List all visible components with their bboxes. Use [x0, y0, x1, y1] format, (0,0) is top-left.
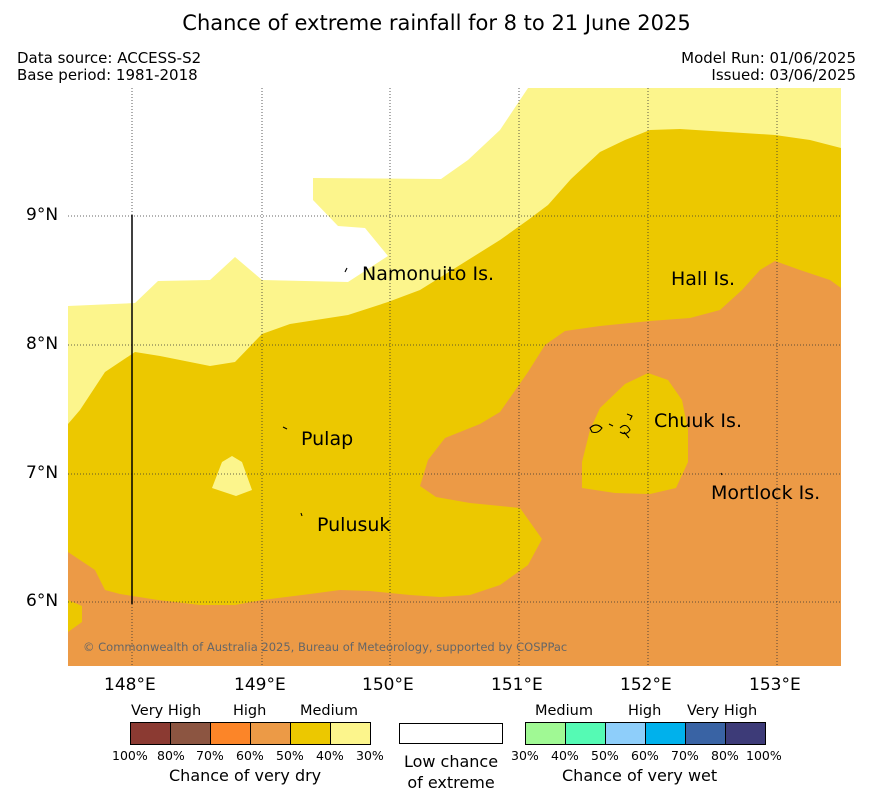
- dry-colorbar: [130, 722, 371, 745]
- islands: [282, 267, 723, 517]
- place-label-pulap: Pulap: [301, 428, 354, 450]
- dry-swatch-70-80: [170, 722, 211, 745]
- region-dry-40-50-edge: [68, 600, 82, 632]
- wet-colorbar: [525, 722, 766, 745]
- lat-label-6n: 6°N: [26, 591, 59, 611]
- place-label-mortlock: Mortlock Is.: [711, 482, 821, 504]
- dry-band-very-high: Very High: [131, 703, 202, 719]
- dry-pct-80: 80%: [157, 748, 185, 763]
- wet-band-medium: Medium: [535, 703, 593, 719]
- island-mortlock: [720, 472, 723, 476]
- wet-pct-50: 50%: [591, 748, 619, 763]
- wet-band-high: High: [628, 703, 662, 719]
- place-label-namonuito: Namonuito Is.: [362, 263, 495, 285]
- place-label-chuuk: Chuuk Is.: [654, 410, 742, 432]
- dry-pct-50: 50%: [276, 748, 304, 763]
- region-dry-40-50-chuuk: [582, 373, 688, 494]
- lon-label-153e: 153°E: [749, 675, 801, 695]
- dry-pct-100: 100%: [112, 748, 148, 763]
- wet-swatch-70-80: [685, 722, 726, 745]
- island-namonuito: [344, 267, 348, 273]
- island-pulusuk: [300, 512, 303, 517]
- lat-label-9n: 9°N: [26, 205, 59, 225]
- dry-legend-title: Chance of very dry: [169, 766, 322, 785]
- copyright-notice: © Commonwealth of Australia 2025, Bureau…: [83, 640, 568, 654]
- dry-pct-30: 30%: [356, 748, 384, 763]
- region-dry-30-40-patch: [212, 456, 252, 496]
- dry-band-high: High: [233, 703, 267, 719]
- wet-band-very-high: Very High: [687, 703, 758, 719]
- low-chance-swatch: [399, 723, 503, 744]
- wet-pct-80: 80%: [711, 748, 739, 763]
- lon-label-149e: 149°E: [234, 675, 286, 695]
- dry-swatch-40-50: [290, 722, 331, 745]
- chart-title: Chance of extreme rainfall for 8 to 21 J…: [182, 11, 691, 35]
- island-pulap: [282, 426, 288, 430]
- island-chuuk: [589, 413, 633, 439]
- wet-pct-60: 60%: [631, 748, 659, 763]
- lon-label-150e: 150°E: [362, 675, 414, 695]
- data-source: Data source: ACCESS-S2: [17, 49, 202, 67]
- wet-swatch-50-60: [605, 722, 646, 745]
- issued-date: Issued: 03/06/2025: [711, 66, 856, 84]
- wet-swatch-80-100: [725, 722, 766, 745]
- dry-pct-40: 40%: [316, 748, 344, 763]
- meta-right: Model Run: 01/06/2025 Issued: 03/06/2025: [681, 50, 856, 84]
- wet-pct-100: 100%: [746, 748, 782, 763]
- low-chance-line1: Low chance: [403, 752, 499, 771]
- lon-label-152e: 152°E: [620, 675, 672, 695]
- lat-label-8n: 8°N: [26, 334, 59, 354]
- dry-swatch-30-40: [330, 722, 371, 745]
- wet-swatch-60-70: [645, 722, 686, 745]
- lon-label-151e: 151°E: [491, 675, 543, 695]
- model-run: Model Run: 01/06/2025: [681, 49, 856, 67]
- low-chance-line2: of extreme: [407, 773, 495, 792]
- lon-label-148e: 148°E: [104, 675, 156, 695]
- dry-swatch-80-100: [130, 722, 171, 745]
- dry-band-medium: Medium: [300, 703, 358, 719]
- wet-swatch-30-40: [525, 722, 566, 745]
- wet-pct-40: 40%: [551, 748, 579, 763]
- region-dry-50-60-east: [68, 261, 841, 666]
- wet-pct-70: 70%: [671, 748, 699, 763]
- lat-label-7n: 7°N: [26, 463, 59, 483]
- wet-pct-30: 30%: [511, 748, 539, 763]
- dry-pct-70: 70%: [196, 748, 224, 763]
- wet-legend-title: Chance of very wet: [562, 766, 718, 785]
- place-label-pulusuk: Pulusuk: [317, 514, 391, 536]
- dry-swatch-50-60: [250, 722, 291, 745]
- wet-swatch-40-50: [565, 722, 606, 745]
- place-label-hall: Hall Is.: [671, 268, 736, 290]
- dry-swatch-60-70: [210, 722, 251, 745]
- meta-left: Data source: ACCESS-S2 Base period: 1981…: [17, 50, 201, 84]
- base-period: Base period: 1981-2018: [17, 66, 198, 84]
- dry-pct-60: 60%: [236, 748, 264, 763]
